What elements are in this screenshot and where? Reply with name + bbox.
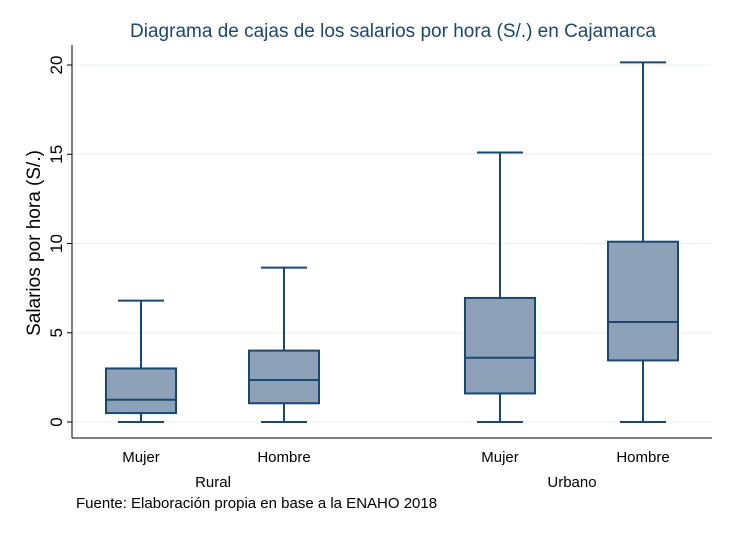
y-tick-label: 0 <box>47 417 66 426</box>
category-label: Mujer <box>481 449 519 466</box>
y-axis-label: Salarios por hora (S/.) <box>24 150 45 336</box>
chart-title: Diagrama de cajas de los salarios por ho… <box>130 21 656 42</box>
box-iqr <box>248 349 320 405</box>
category-label: Hombre <box>257 449 310 466</box>
y-tick-label: 20 <box>47 56 66 75</box>
source-note: Fuente: Elaboración propia en base a la … <box>76 495 437 512</box>
category-label: Mujer <box>122 449 160 466</box>
y-tick-label: 15 <box>47 145 66 164</box>
box-iqr <box>105 367 177 415</box>
plot-area: 0 5 10 15 20 Mujer Hombre Rural Mujer Hombre Urban… <box>47 45 712 491</box>
box-iqr <box>607 240 679 362</box>
box-iqr <box>464 296 536 395</box>
y-tick-label: 5 <box>47 328 66 337</box>
group-label: Rural <box>195 474 231 491</box>
category-label: Hombre <box>616 449 669 466</box>
group-label: Urbano <box>547 474 596 491</box>
y-tick-label: 10 <box>47 234 66 253</box>
